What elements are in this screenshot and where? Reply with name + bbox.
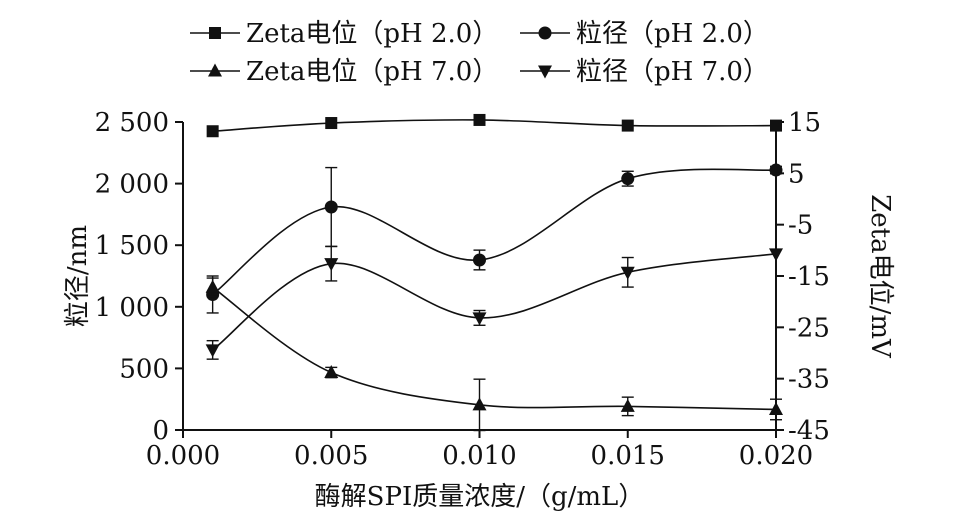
legend-entry: Zeta电位（pH 2.0） xyxy=(190,19,498,49)
x-tick-label: 0.010 xyxy=(442,441,516,471)
y-left-axis-title: 粒径/nm xyxy=(63,225,93,327)
series-line xyxy=(212,286,777,411)
series-line xyxy=(212,168,777,296)
y-right-tick-label: -25 xyxy=(788,313,830,343)
x-tick-label: 0.020 xyxy=(739,441,813,471)
x-tick-label: 0.015 xyxy=(591,441,665,471)
series-2 xyxy=(206,163,783,314)
x-tick-label: 0.005 xyxy=(294,441,368,471)
y-left-tick-label: 2 000 xyxy=(95,170,169,200)
y-right-tick-label: 5 xyxy=(788,159,805,189)
y-left-tick-label: 2 500 xyxy=(95,108,169,138)
x-axis-title: 酶解SPI质量浓度/（g/mL） xyxy=(315,482,645,512)
legend: Zeta电位（pH 2.0） 粒径（pH 2.0） Zeta电位（pH 7.0） 粒径… xyxy=(190,19,769,87)
y-right-tick-label: -45 xyxy=(788,416,830,446)
data-point xyxy=(324,365,339,379)
legend-entry: Zeta电位（pH 7.0） xyxy=(190,57,498,87)
data-point xyxy=(206,125,219,138)
legend-label: 粒径（pH 7.0） xyxy=(576,57,769,87)
data-point xyxy=(325,117,338,130)
series-line xyxy=(212,119,777,133)
y-right-tick-label: -15 xyxy=(788,262,830,292)
y-left-tick-label: 0 xyxy=(152,416,169,446)
data-point xyxy=(473,113,486,126)
data-point xyxy=(472,397,487,411)
legend-label: Zeta电位（pH 2.0） xyxy=(246,19,498,49)
legend-label: Zeta电位（pH 7.0） xyxy=(246,57,498,87)
data-point xyxy=(205,344,220,358)
data-point xyxy=(621,172,635,186)
plot-area xyxy=(205,113,783,432)
data-point xyxy=(621,119,634,132)
data-point xyxy=(205,279,220,293)
series-4 xyxy=(205,245,783,360)
y-right-tick-label: -5 xyxy=(788,211,813,241)
axes: 0.000 0.005 0.010 0.015 0.020 0 500 1 000 1 500 2… xyxy=(63,108,895,512)
y-right-axis-title: Zeta电位/mV xyxy=(865,194,895,359)
data-point xyxy=(324,200,338,214)
y-left-tick-label: 1 500 xyxy=(95,231,169,261)
series-line xyxy=(212,253,777,351)
y-left-tick-label: 1 000 xyxy=(95,293,169,323)
data-point xyxy=(620,266,635,280)
legend-marker xyxy=(208,63,222,77)
y-left-tick-label: 500 xyxy=(119,354,169,384)
data-point xyxy=(620,398,635,412)
y-right-tick-label: 15 xyxy=(788,108,821,138)
legend-entry: 粒径（pH 2.0） xyxy=(520,19,769,49)
data-point xyxy=(324,258,339,272)
data-point xyxy=(472,312,487,326)
legend-marker xyxy=(209,27,221,39)
series-1 xyxy=(206,113,782,138)
legend-marker xyxy=(538,65,552,79)
data-point xyxy=(473,253,486,267)
x-tick-label: 0.000 xyxy=(146,441,220,471)
y-right-tick-label: -35 xyxy=(788,365,830,395)
legend-label: 粒径（pH 2.0） xyxy=(576,19,769,49)
legend-marker xyxy=(538,26,552,40)
legend-entry: 粒径（pH 7.0） xyxy=(520,57,769,87)
series-3 xyxy=(205,277,783,432)
